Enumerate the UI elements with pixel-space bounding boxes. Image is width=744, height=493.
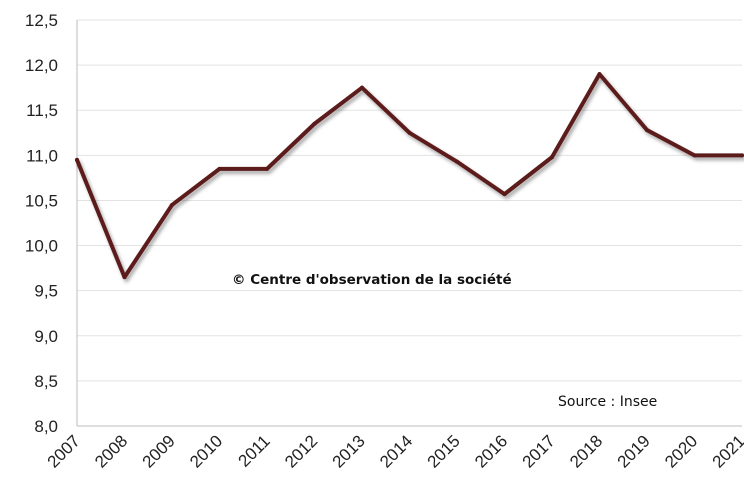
data-point — [502, 192, 507, 197]
x-tick-label: 2019 — [614, 431, 654, 471]
data-point — [407, 130, 412, 135]
data-point — [550, 155, 554, 160]
data-point — [455, 159, 459, 164]
data-point — [217, 166, 222, 171]
data-point — [312, 121, 317, 126]
data-point — [265, 166, 269, 171]
data-point — [645, 128, 649, 133]
x-tick-label: 2008 — [91, 431, 131, 471]
y-tick-label: 12,0 — [25, 56, 58, 75]
data-point — [740, 153, 744, 158]
data-point — [170, 202, 174, 207]
series-line — [75, 72, 744, 280]
y-tick-label: 9,5 — [34, 282, 58, 301]
x-tick-label: 2013 — [329, 431, 369, 471]
x-tick-label: 2016 — [471, 431, 511, 471]
x-tick-label: 2010 — [186, 431, 226, 471]
gridlines — [77, 19, 742, 382]
y-tick-label: 12,5 — [25, 11, 58, 30]
y-tick-label: 9,0 — [34, 327, 58, 346]
x-tick-label: 2015 — [424, 431, 464, 471]
data-point — [360, 85, 364, 90]
series-group — [75, 72, 744, 280]
y-tick-labels: 12,5 12,0 11,5 11,0 10,5 10,0 9,5 9,0 8,5 8,0 — [25, 11, 58, 436]
x-tick-labels: 2007 2008 2009 2010 2011 2012 2013 2014 2015 2016… — [44, 431, 744, 471]
x-tick-label: 2021 — [709, 431, 744, 471]
x-tick-label: 2017 — [519, 431, 559, 471]
x-tick-label: 2011 — [235, 431, 274, 470]
source-text: Source : Insee — [558, 394, 657, 410]
data-point — [122, 275, 127, 280]
x-tick-label: 2009 — [139, 431, 179, 471]
x-tick-label: 2018 — [566, 431, 606, 471]
x-tick-label: 2007 — [44, 431, 84, 471]
data-point — [597, 72, 602, 77]
y-tick-label: 11,0 — [26, 146, 58, 165]
y-tick-label: 10,5 — [25, 191, 58, 210]
x-tick-label: 2014 — [376, 431, 416, 471]
y-tick-label: 8,5 — [34, 372, 58, 391]
y-tick-label: 8,0 — [34, 417, 58, 436]
x-tick-label: 2012 — [281, 431, 321, 471]
data-point — [75, 157, 79, 162]
x-tick-label: 2020 — [661, 431, 701, 471]
y-tick-label: 10,0 — [25, 237, 58, 256]
data-point — [692, 153, 697, 158]
y-tick-label: 11,5 — [26, 101, 58, 120]
watermark-text: © Centre d'observation de la société — [232, 272, 512, 288]
